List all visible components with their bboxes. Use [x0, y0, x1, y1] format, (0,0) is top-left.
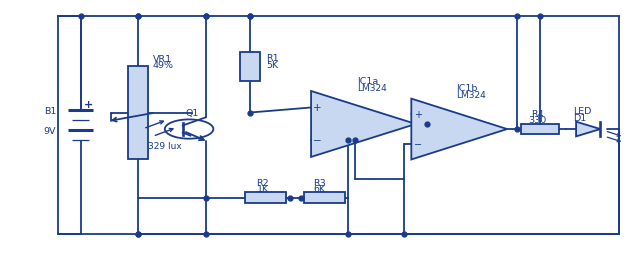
Text: VR1: VR1	[153, 55, 172, 64]
Text: 5K: 5K	[266, 61, 278, 70]
Text: 9V: 9V	[44, 126, 56, 135]
Text: LM324: LM324	[357, 83, 387, 92]
Text: R1: R1	[266, 54, 279, 62]
Text: 1K: 1K	[257, 184, 269, 193]
Text: D1: D1	[573, 113, 586, 122]
Text: +: +	[413, 109, 422, 119]
Text: IC1a: IC1a	[357, 76, 378, 86]
Text: Q1: Q1	[186, 109, 199, 118]
Text: LED: LED	[573, 106, 591, 115]
Text: 329 lux: 329 lux	[148, 141, 181, 150]
Bar	[521, 124, 559, 135]
Text: +: +	[84, 99, 93, 109]
Bar	[129, 66, 148, 160]
Bar	[304, 193, 345, 203]
Bar	[239, 53, 260, 82]
Text: R2: R2	[256, 178, 269, 187]
Text: LM324: LM324	[456, 91, 486, 100]
Polygon shape	[412, 99, 507, 160]
Text: R4: R4	[531, 110, 543, 119]
Text: +: +	[313, 103, 322, 113]
Text: B1: B1	[44, 106, 56, 115]
Polygon shape	[311, 92, 416, 157]
Polygon shape	[576, 122, 600, 137]
Text: −: −	[413, 140, 422, 150]
Text: 49%: 49%	[153, 61, 173, 70]
Text: 6K: 6K	[314, 184, 325, 193]
Text: IC1b: IC1b	[456, 84, 477, 93]
Text: 330: 330	[528, 116, 547, 125]
Text: R3: R3	[313, 178, 326, 187]
Text: −: −	[313, 136, 322, 146]
Bar	[245, 193, 287, 203]
